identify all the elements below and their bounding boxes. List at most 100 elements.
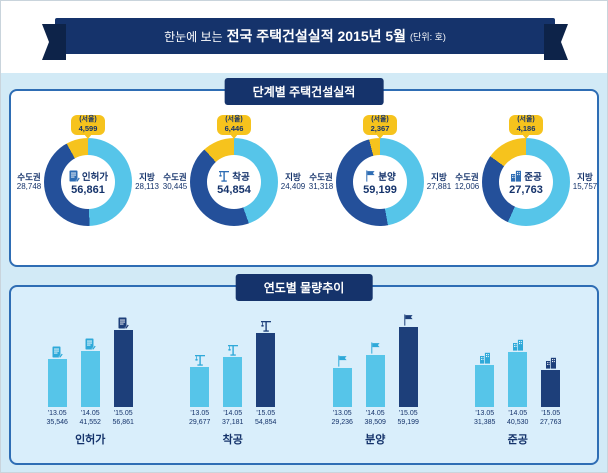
bar-column: '14.05 41,552 bbox=[74, 313, 107, 427]
permit-icon bbox=[51, 346, 63, 358]
seoul-value: 4,599 bbox=[78, 124, 98, 133]
bar-value: 35,546 bbox=[46, 419, 68, 426]
bar-year: '15.05 bbox=[398, 410, 418, 417]
donut-unit-starts: (서울) 6,446 수도권 30,445 착공 54,854 bbox=[161, 115, 307, 255]
seoul-value: 2,367 bbox=[370, 124, 390, 133]
bar-value: 54,854 bbox=[255, 419, 277, 426]
bar-value: 59,199 bbox=[397, 419, 419, 426]
bar-year: '14.05 bbox=[223, 410, 243, 417]
bar bbox=[508, 352, 528, 407]
bar-column: '14.05 40,530 bbox=[501, 313, 534, 427]
bar-value: 29,236 bbox=[331, 419, 353, 426]
bar-column: '14.05 37,181 bbox=[216, 313, 249, 427]
bar bbox=[541, 369, 561, 407]
bar-value: 37,181 bbox=[222, 419, 244, 426]
bar-value: 29,677 bbox=[189, 419, 211, 426]
donut-row: (서울) 4,599 수도권 28,748 인허가 56,861 bbox=[11, 91, 597, 255]
seoul-tag: (서울) 4,599 bbox=[71, 115, 105, 135]
capital-region-stat: 수도권 31,318 bbox=[308, 172, 334, 191]
yearly-trend-title: 연도별 물량추이 bbox=[235, 274, 373, 301]
sale-flag-icon bbox=[369, 342, 381, 354]
local-region-stat: 지방 27,881 bbox=[426, 172, 452, 191]
local-region-stat: 지방 24,409 bbox=[280, 172, 306, 191]
building-icon bbox=[512, 339, 524, 351]
local-region-stat: 지방 28,113 bbox=[135, 172, 159, 191]
donut-title: 준공 bbox=[524, 171, 542, 183]
group-label: 인허가 bbox=[75, 434, 106, 446]
bar-column: '13.05 29,236 bbox=[326, 313, 359, 427]
donut-chart-completions: 준공 27,763 bbox=[482, 138, 570, 226]
seoul-tag: (서울) 6,446 bbox=[217, 115, 251, 135]
donut-chart-sales: 분양 59,199 bbox=[336, 138, 424, 226]
bar-year: '15.05 bbox=[113, 410, 133, 417]
donut-total: 54,854 bbox=[217, 183, 251, 196]
bar bbox=[365, 355, 385, 407]
donut-unit-permits: (서울) 4,599 수도권 28,748 인허가 56,861 bbox=[15, 115, 161, 255]
donut-unit-completions: (서울) 4,186 수도권 12,006 준공 27,763 bbox=[453, 115, 599, 255]
bar-year: '15.05 bbox=[541, 410, 561, 417]
donut-chart-starts: 착공 54,854 bbox=[190, 138, 278, 226]
local-region-stat: 지방 15,757 bbox=[572, 172, 598, 191]
stage-performance-title: 단계별 주택건설실적 bbox=[224, 78, 384, 105]
bar-column: '14.05 38,509 bbox=[359, 313, 392, 427]
capital-region-stat: 수도권 12,006 bbox=[454, 172, 480, 191]
bar-value: 41,552 bbox=[79, 419, 101, 426]
bar-row: '13.05 35,546 '14.05 41,552 '15.05 56,86… bbox=[11, 287, 597, 447]
sale-flag-icon bbox=[364, 170, 376, 182]
bar-value: 40,530 bbox=[507, 419, 529, 426]
bar-year: '14.05 bbox=[508, 410, 528, 417]
building-icon bbox=[479, 352, 491, 364]
bar-year: '14.05 bbox=[365, 410, 385, 417]
bar-year: '13.05 bbox=[47, 410, 67, 417]
permit-icon bbox=[84, 338, 96, 350]
bar bbox=[223, 356, 243, 407]
bar-column: '15.05 54,854 bbox=[249, 313, 282, 427]
donut-total: 56,861 bbox=[71, 183, 105, 196]
donut-total: 59,199 bbox=[363, 183, 397, 196]
donut-total: 27,763 bbox=[509, 183, 543, 196]
bar bbox=[398, 327, 418, 407]
sale-flag-icon bbox=[402, 314, 414, 326]
stage-performance-panel: 단계별 주택건설실적 (서울) 4,599 수도권 28,748 인허가 bbox=[9, 78, 599, 267]
donut-center: 분양 59,199 bbox=[353, 155, 407, 209]
capital-region-stat: 수도권 30,445 bbox=[162, 172, 188, 191]
crane-icon bbox=[218, 170, 230, 182]
ribbon-tail-right bbox=[544, 24, 568, 60]
header-ribbon: 한눈에 보는 전국 주택건설실적 2015년 5월 (단위: 호) bbox=[42, 18, 555, 60]
bar-column: '13.05 31,385 bbox=[468, 313, 501, 427]
group-label: 착공 bbox=[222, 434, 243, 446]
bar bbox=[332, 367, 352, 407]
sale-flag-icon bbox=[336, 355, 348, 367]
seoul-value: 4,186 bbox=[516, 124, 536, 133]
bar-year: '13.05 bbox=[332, 410, 352, 417]
donut-center: 착공 54,854 bbox=[207, 155, 261, 209]
seoul-tag: (서울) 2,367 bbox=[363, 115, 397, 135]
permit-icon bbox=[68, 170, 80, 182]
page-title-prefix: 한눈에 보는 bbox=[164, 29, 223, 44]
bar-value: 56,861 bbox=[112, 419, 134, 426]
donut-title: 착공 bbox=[232, 171, 250, 183]
permit-icon bbox=[117, 317, 129, 329]
bar-year: '13.05 bbox=[190, 410, 210, 417]
bar-column: '15.05 59,199 bbox=[392, 313, 425, 427]
bar-column: '13.05 29,677 bbox=[183, 313, 216, 427]
yearly-trend-panel: 연도별 물량추이 '13.05 35,546 '14.05 41,552 bbox=[9, 274, 599, 465]
bar bbox=[256, 332, 276, 407]
donut-title: 분양 bbox=[378, 171, 396, 183]
group-label: 준공 bbox=[507, 434, 528, 446]
page-title-unit: (단위: 호) bbox=[410, 31, 446, 42]
donut-center: 준공 27,763 bbox=[499, 155, 553, 209]
seoul-value: 6,446 bbox=[224, 124, 244, 133]
bar-group-permits: '13.05 35,546 '14.05 41,552 '15.05 56,86… bbox=[41, 313, 140, 447]
bar-year: '14.05 bbox=[80, 410, 100, 417]
building-icon bbox=[510, 170, 522, 182]
page-title: 전국 주택건설실적 2015년 5월 bbox=[226, 28, 407, 44]
bar bbox=[113, 330, 133, 407]
bar bbox=[80, 350, 100, 407]
bar-column: '15.05 27,763 bbox=[534, 313, 567, 427]
bar bbox=[47, 359, 67, 407]
seoul-label: (서울) bbox=[79, 116, 97, 123]
seoul-label: (서울) bbox=[371, 116, 389, 123]
donut-title: 인허가 bbox=[81, 171, 109, 183]
seoul-label: (서울) bbox=[517, 116, 535, 123]
